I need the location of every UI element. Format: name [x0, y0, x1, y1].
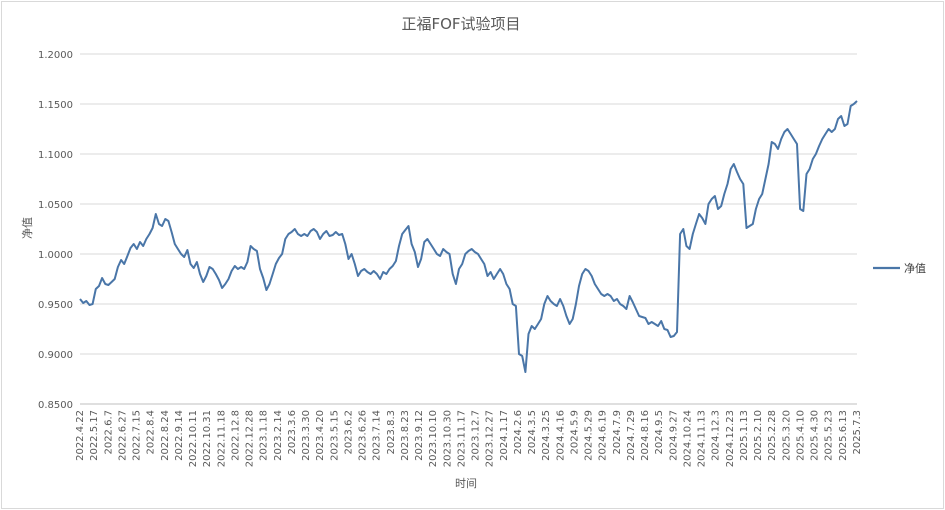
x-tick-label: 2024.12.23: [725, 410, 736, 467]
x-tick-label: 2022.12.8: [230, 410, 241, 461]
x-tick-label: 2025.4.30: [810, 410, 821, 461]
chart-title: 正福FOF试验项目: [401, 15, 520, 33]
x-tick-label: 2024.1.17: [499, 410, 510, 461]
x-tick-label: 2024.3.5: [527, 410, 538, 455]
x-tick-label: 2024.12.3: [711, 410, 722, 461]
x-tick-label: 2023.9.12: [414, 410, 425, 461]
x-tick-label: 2023.6.2: [343, 410, 354, 455]
x-tick-label: 2024.8.16: [640, 410, 651, 461]
x-tick-label: 2022.8.24: [160, 410, 171, 461]
series-layer: [79, 100, 858, 373]
x-tick-label: 2024.7.9: [612, 410, 623, 455]
x-tick-label: 2022.4.22: [75, 410, 86, 461]
x-tick-label: 2022.10.11: [188, 410, 199, 467]
x-tick-label: 2024.9.27: [668, 410, 679, 461]
x-tick-label: 2025.4.10: [795, 410, 806, 461]
x-tick-label: 2022.5.17: [89, 410, 100, 461]
x-tick-label: 2022.10.31: [202, 410, 213, 467]
x-tick-label: 2024.5.9: [569, 410, 580, 455]
y-tick-label: 0.8500: [38, 400, 73, 411]
x-tick-label: 2024.7.29: [626, 410, 637, 461]
x-tick-label: 2024.9.5: [654, 410, 665, 455]
x-tick-label: 2025.1.13: [739, 410, 750, 461]
x-tick-label: 2024.6.19: [598, 410, 609, 461]
x-tick-label: 2025.2.10: [753, 410, 764, 461]
x-tick-label: 2025.7.3: [852, 410, 863, 455]
y-axis-ticks: 0.8500 0.9000 0.9500 1.0000 1.0500 1.1000 1.15…: [38, 50, 73, 411]
x-tick-label: 2023.7.14: [372, 410, 383, 461]
x-tick-label: 2023.8.23: [400, 410, 411, 461]
x-tick-label: 2023.2.14: [273, 410, 284, 461]
x-tick-label: 2023.8.3: [386, 410, 397, 455]
x-tick-label: 2025.5.23: [824, 410, 835, 461]
x-tick-label: 2023.3.30: [301, 410, 312, 461]
x-tick-label: 2024.10.24: [682, 410, 693, 467]
gridlines: [80, 53, 857, 405]
series-line: [79, 100, 858, 373]
x-tick-label: 2023.10.30: [442, 410, 453, 467]
y-tick-label: 1.0500: [38, 200, 73, 211]
x-tick-label: 2025.3.20: [781, 410, 792, 461]
x-tick-label: 2022.8.4: [146, 410, 157, 455]
y-axis-label: 净值: [20, 217, 34, 239]
x-tick-label: 2024.4.16: [555, 410, 566, 461]
x-tick-label: 2022.6.27: [117, 410, 128, 461]
x-tick-label: 2022.12.28: [245, 410, 256, 467]
y-tick-label: 1.1000: [38, 150, 73, 161]
x-tick-label: 2023.12.7: [471, 410, 482, 461]
x-tick-label: 2023.5.15: [329, 410, 340, 461]
legend-label: 净值: [904, 261, 926, 275]
x-tick-label: 2023.1.18: [259, 410, 270, 461]
x-tick-label: 2025.2.28: [767, 410, 778, 461]
y-tick-label: 0.9000: [38, 350, 73, 361]
x-tick-label: 2023.3.6: [287, 410, 298, 455]
x-tick-label: 2023.11.17: [456, 410, 467, 467]
x-tick-label: 2022.11.18: [216, 410, 227, 467]
x-tick-label: 2023.12.27: [485, 410, 496, 467]
x-tick-label: 2024.2.6: [513, 410, 524, 455]
x-tick-label: 2024.11.13: [697, 410, 708, 467]
x-tick-label: 2024.5.29: [584, 410, 595, 461]
legend: 净值: [873, 261, 926, 275]
x-tick-label: 2023.4.20: [315, 410, 326, 461]
x-tick-label: 2023.10.10: [428, 410, 439, 467]
y-tick-label: 0.9500: [38, 300, 73, 311]
y-tick-label: 1.1500: [38, 100, 73, 111]
y-tick-label: 1.2000: [38, 50, 73, 61]
x-tick-label: 2022.9.14: [174, 410, 185, 461]
x-tick-label: 2024.3.25: [541, 410, 552, 461]
x-tick-label: 2023.6.26: [358, 410, 369, 461]
x-tick-label: 2025.6.13: [838, 410, 849, 461]
y-tick-label: 1.0000: [38, 250, 73, 261]
x-tick-label: 2022.7.15: [132, 410, 143, 461]
x-axis-ticks: 2022.4.22 2022.5.17 2022.6.7 2022.6.27 2022.…: [75, 410, 863, 467]
x-axis-label: 时间: [455, 477, 477, 490]
x-tick-label: 2022.6.7: [103, 410, 114, 455]
